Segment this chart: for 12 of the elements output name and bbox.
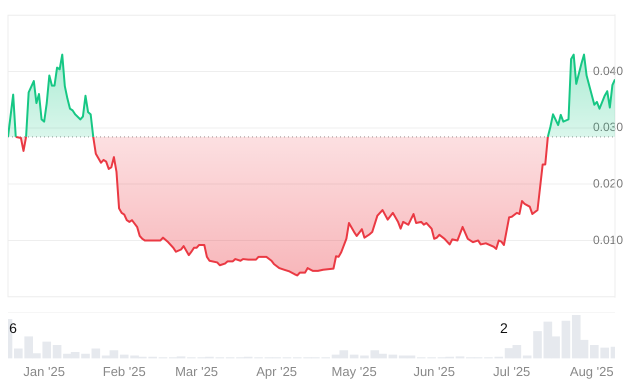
x-tick-label: Mar '25 — [175, 364, 218, 379]
x-tick-label: Aug '25 — [570, 364, 614, 379]
y-tick-label: 0.010 — [592, 232, 624, 247]
x-tick-label: Feb '25 — [102, 364, 146, 379]
annotation: 6 — [9, 320, 18, 336]
x-tick-label: May '25 — [332, 364, 377, 379]
x-tick-label: Apr '25 — [256, 364, 298, 379]
x-tick-label: Jul '25 — [493, 364, 530, 379]
x-tick-label: Jan '25 — [23, 364, 65, 379]
annotation: 2 — [500, 320, 508, 336]
x-tick-label: Jun '25 — [413, 364, 455, 379]
y-tick-label: 0.020 — [592, 176, 624, 190]
